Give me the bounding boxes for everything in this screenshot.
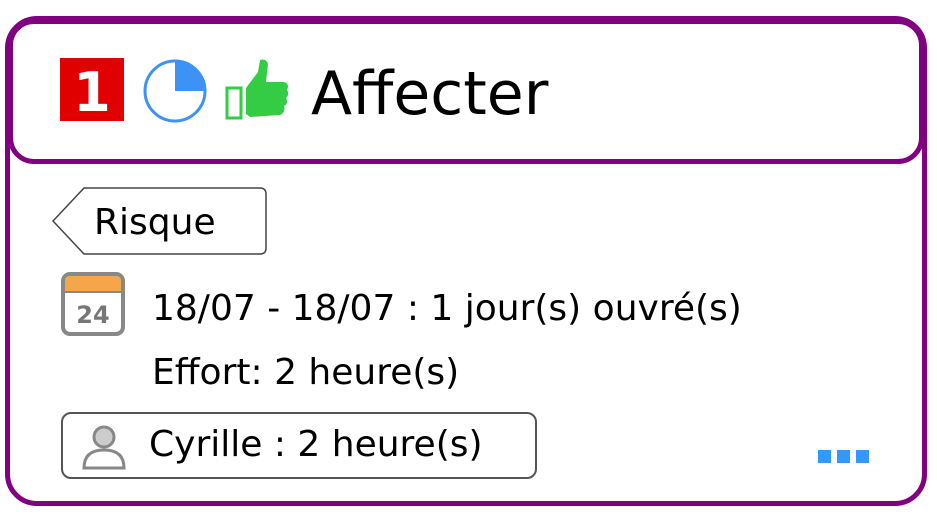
svg-text:1: 1 (73, 61, 111, 121)
progress-pie-icon (143, 59, 207, 123)
user-icon (82, 425, 126, 470)
dot-icon (818, 450, 831, 463)
priority-1-icon: 1 (73, 61, 111, 124)
task-title: Affecter (311, 59, 549, 129)
task-dates: 18/07 - 18/07 : 1 jour(s) ouvré(s) (152, 288, 742, 329)
category-tag (52, 187, 267, 255)
dot-icon (837, 450, 850, 463)
dot-icon (856, 450, 869, 463)
svg-text:24: 24 (76, 301, 109, 329)
priority-badge: 1 (60, 58, 124, 124)
more-options-button[interactable] (818, 450, 869, 463)
task-effort: Effort: 2 heure(s) (152, 352, 460, 393)
task-card[interactable] (5, 16, 927, 506)
resource-assignment[interactable]: Cyrille : 2 heure(s) (61, 412, 537, 479)
resource-label: Cyrille : 2 heure(s) (149, 424, 483, 465)
thumbs-up-icon (225, 59, 289, 120)
calendar-icon: 24 (61, 272, 125, 336)
category-tag-label: Risque (94, 202, 216, 243)
